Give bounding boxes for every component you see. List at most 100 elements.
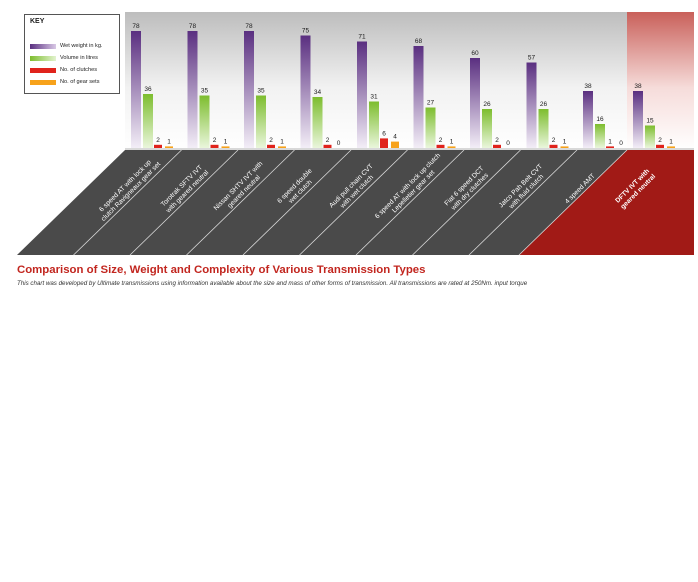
value-label-gear-sets: 1 [669, 138, 673, 145]
bar-volume [482, 109, 492, 148]
bar-volume [645, 125, 655, 148]
category-separator [355, 149, 465, 256]
value-label-weight: 57 [528, 55, 536, 62]
legend-title: KEY [30, 18, 45, 25]
value-label-clutches: 1 [608, 138, 612, 145]
value-label-gear-sets: 0 [619, 140, 623, 147]
value-label-weight: 71 [358, 34, 366, 41]
value-label-gear-sets: 0 [506, 140, 510, 147]
bar-volume [595, 124, 605, 148]
bar-weight [470, 58, 480, 148]
value-label-volume: 26 [540, 101, 548, 108]
bar-clutches [380, 138, 388, 148]
bar-volume [425, 107, 436, 148]
legend-swatch [30, 68, 56, 73]
value-label-clutches: 6 [382, 130, 386, 137]
bar-gear-sets [278, 146, 286, 148]
legend-label: No. of gear sets [60, 79, 100, 85]
bar-weight [300, 35, 311, 148]
category-separator [73, 149, 182, 256]
value-label-weight: 38 [634, 83, 642, 90]
legend-item: No. of gear sets [30, 79, 120, 87]
legend-label: Wet weight in kg. [60, 43, 103, 49]
plot-background [125, 12, 694, 150]
category-separator [129, 149, 239, 256]
category-separator [468, 149, 578, 256]
bar-gear-sets [447, 146, 456, 148]
value-label-clutches: 2 [269, 137, 273, 144]
bar-gear-sets [391, 141, 399, 148]
legend: KEY Wet weight in kg. Volume in litres No.… [24, 14, 120, 94]
bar-weight [131, 31, 141, 148]
legend-label: Volume in litres [60, 55, 98, 61]
bar-clutches [267, 144, 275, 148]
category-label-band [17, 149, 694, 256]
bars-layer [131, 31, 675, 148]
value-label-weight: 68 [415, 38, 423, 45]
value-label-gear-sets: 1 [167, 138, 171, 145]
bar-weight [526, 62, 537, 148]
bar-gear-sets [165, 146, 173, 148]
bar-clutches [493, 144, 501, 148]
value-label-clutches: 2 [658, 137, 662, 144]
bar-volume [143, 94, 153, 148]
bar-weight [357, 41, 367, 148]
category-separator [412, 149, 521, 256]
value-label-volume: 26 [483, 101, 491, 108]
value-label-gear-sets: 1 [563, 138, 567, 145]
bar-weight [413, 46, 424, 148]
category-separator [186, 149, 295, 256]
value-label-weight: 60 [471, 50, 479, 57]
value-label-volume: 35 [201, 88, 209, 95]
chart-note: This chart was developed by Ultimate tra… [17, 280, 528, 287]
bar-gear-sets [221, 146, 230, 148]
bar-clutches [656, 144, 664, 148]
value-label-volume: 35 [257, 88, 265, 95]
bar-gear-sets [667, 146, 675, 148]
bar-clutches [606, 146, 614, 148]
value-label-clutches: 2 [213, 137, 217, 144]
legend-item: Volume in litres [30, 55, 120, 63]
value-label-volume: 15 [646, 118, 654, 125]
value-label-volume: 31 [370, 94, 378, 101]
bar-clutches [154, 144, 162, 148]
chart-title: Comparison of Size, Weight and Complexit… [17, 264, 426, 276]
value-label-volume: 27 [427, 100, 435, 107]
bar-volume [256, 95, 266, 148]
value-label-gear-sets: 1 [450, 138, 454, 145]
legend-swatch [30, 80, 56, 85]
category-separator [518, 149, 628, 256]
legend-swatch [30, 56, 56, 61]
value-label-weight: 78 [189, 23, 197, 30]
category-band [17, 150, 627, 255]
category-band-highlight [519, 150, 694, 255]
value-label-volume: 34 [314, 89, 322, 96]
bar-volume [312, 97, 323, 148]
legend-swatch [30, 44, 56, 49]
value-label-weight: 78 [245, 23, 253, 30]
legend-item: Wet weight in kg. [30, 43, 120, 51]
bar-volume [538, 109, 549, 148]
bar-weight [187, 31, 198, 148]
value-label-clutches: 2 [326, 137, 330, 144]
legend-label: No. of clutches [60, 67, 97, 73]
value-label-gear-sets: 4 [393, 134, 397, 141]
bar-clutches [436, 144, 445, 148]
value-label-volume: 36 [144, 86, 152, 93]
category-separator [242, 149, 352, 256]
bar-gear-sets [560, 146, 569, 148]
bar-weight [244, 31, 254, 148]
bar-clutches [549, 144, 558, 148]
category-separator [299, 149, 408, 256]
value-label-weight: 75 [302, 28, 310, 35]
bar-weight [583, 91, 593, 148]
value-label-weight: 78 [132, 23, 140, 30]
bar-weight [633, 91, 643, 148]
bar-clutches [323, 144, 332, 148]
bar-volume [199, 95, 210, 148]
value-label-gear-sets: 1 [224, 138, 228, 145]
legend-item: No. of clutches [30, 67, 120, 75]
bar-volume [369, 101, 379, 148]
